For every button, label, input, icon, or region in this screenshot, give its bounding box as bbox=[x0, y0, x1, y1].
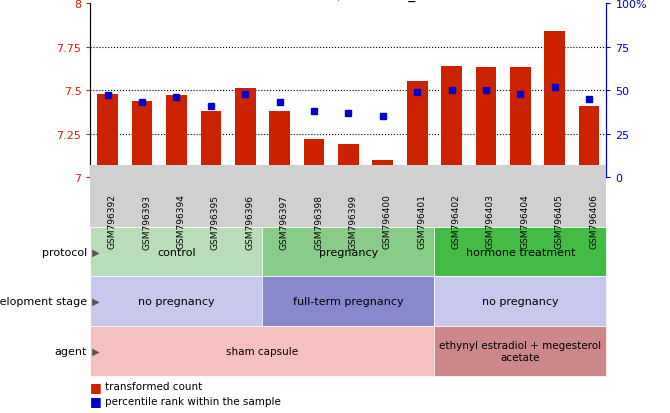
Bar bbox=[304, 140, 324, 178]
Title: GDS4081 / 1373545_at: GDS4081 / 1373545_at bbox=[268, 0, 429, 2]
Text: ▶: ▶ bbox=[89, 346, 100, 356]
Text: GSM796402: GSM796402 bbox=[452, 194, 460, 249]
Text: ▶: ▶ bbox=[89, 247, 100, 257]
Bar bbox=[510, 68, 531, 178]
Text: GSM796396: GSM796396 bbox=[245, 194, 254, 249]
Text: GSM796403: GSM796403 bbox=[486, 194, 495, 249]
Text: no pregnancy: no pregnancy bbox=[482, 297, 559, 306]
Text: GSM796392: GSM796392 bbox=[108, 194, 117, 249]
Text: GSM796401: GSM796401 bbox=[417, 194, 426, 249]
Text: GSM796405: GSM796405 bbox=[555, 194, 563, 249]
Text: agent: agent bbox=[55, 346, 87, 356]
Bar bbox=[545, 32, 565, 178]
Text: GSM796395: GSM796395 bbox=[211, 194, 220, 249]
Text: GSM796398: GSM796398 bbox=[314, 194, 323, 249]
Bar bbox=[235, 89, 255, 178]
Text: GSM796404: GSM796404 bbox=[521, 194, 529, 249]
Text: percentile rank within the sample: percentile rank within the sample bbox=[105, 396, 281, 406]
Text: GSM796393: GSM796393 bbox=[142, 194, 151, 249]
Bar bbox=[269, 112, 290, 178]
Text: hormone treatment: hormone treatment bbox=[466, 247, 575, 257]
Text: ■: ■ bbox=[90, 380, 107, 393]
Bar bbox=[579, 107, 600, 178]
Text: development stage: development stage bbox=[0, 297, 87, 306]
Bar bbox=[97, 94, 118, 178]
Text: GSM796400: GSM796400 bbox=[383, 194, 392, 249]
Text: sham capsule: sham capsule bbox=[226, 346, 298, 356]
Text: pregnancy: pregnancy bbox=[319, 247, 378, 257]
Text: no pregnancy: no pregnancy bbox=[138, 297, 215, 306]
Text: GSM796394: GSM796394 bbox=[176, 194, 186, 249]
Bar bbox=[442, 66, 462, 178]
Bar bbox=[373, 160, 393, 178]
Text: ▶: ▶ bbox=[89, 297, 100, 306]
Bar bbox=[166, 96, 187, 178]
Text: full-term pregnancy: full-term pregnancy bbox=[293, 297, 404, 306]
Text: ■: ■ bbox=[90, 394, 107, 407]
Text: GSM796406: GSM796406 bbox=[589, 194, 598, 249]
Text: control: control bbox=[157, 247, 196, 257]
Text: ethynyl estradiol + megesterol
acetate: ethynyl estradiol + megesterol acetate bbox=[440, 340, 602, 362]
Bar bbox=[200, 112, 221, 178]
Text: transformed count: transformed count bbox=[105, 381, 202, 391]
Bar bbox=[338, 145, 358, 178]
Bar bbox=[132, 101, 152, 178]
Text: protocol: protocol bbox=[42, 247, 87, 257]
Bar bbox=[476, 68, 496, 178]
Text: GSM796397: GSM796397 bbox=[279, 194, 289, 249]
Text: GSM796399: GSM796399 bbox=[348, 194, 357, 249]
Bar bbox=[407, 82, 427, 178]
